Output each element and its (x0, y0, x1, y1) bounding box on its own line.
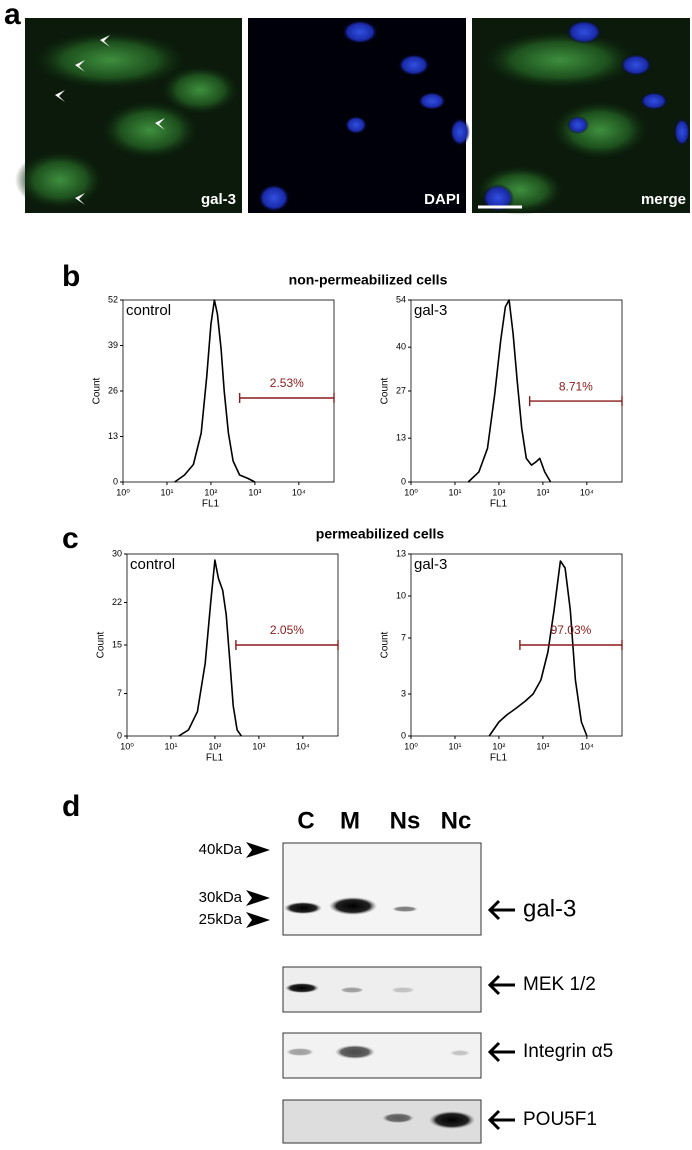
protein-label: Integrin α5 (523, 1041, 613, 1062)
x-axis-label: FL1 (206, 753, 224, 764)
histogram-line (178, 559, 243, 737)
plot-label: control (130, 556, 175, 573)
x-tick-label: 10² (492, 487, 505, 497)
x-tick-label: 10⁰ (116, 487, 130, 497)
y-tick-label: 13 (396, 548, 406, 558)
y-tick-label: 10 (396, 590, 406, 600)
y-tick-label: 52 (108, 294, 118, 304)
x-tick-label: 10¹ (164, 741, 177, 751)
y-tick-label: 13 (108, 431, 118, 441)
x-axis-label: FL1 (490, 753, 508, 764)
x-tick-label: 10⁰ (120, 741, 134, 751)
protein-label: MEK 1/2 (523, 974, 596, 995)
y-tick-label: 15 (112, 639, 122, 649)
marker-label: 40kDa (199, 841, 243, 858)
y-tick-label: 7 (117, 688, 122, 698)
micrograph: DAPI (248, 18, 470, 213)
y-tick-label: 13 (396, 433, 406, 443)
micrograph: gal-3 (15, 18, 242, 213)
histogram-line (488, 560, 588, 737)
histogram-line (174, 299, 256, 483)
blot (282, 966, 482, 1013)
gate-label: 8.71% (559, 379, 593, 393)
lane-label: C (297, 807, 314, 834)
marker-label: 30kDa (199, 889, 243, 906)
plot-label: gal-3 (414, 302, 447, 319)
panel-label: d (62, 790, 80, 823)
blot (282, 1032, 482, 1079)
y-tick-label: 40 (396, 342, 406, 352)
x-tick-label: 10⁰ (404, 741, 418, 751)
blot (282, 842, 482, 936)
x-tick-label: 10³ (252, 741, 265, 751)
y-axis-label: Count (380, 631, 391, 658)
panel-label: a (4, 0, 21, 31)
x-tick-label: 10¹ (448, 741, 461, 751)
x-tick-label: 10³ (536, 487, 549, 497)
y-tick-label: 0 (401, 476, 406, 486)
x-tick-label: 10² (208, 741, 221, 751)
gate-label: 2.53% (270, 376, 304, 390)
protein-label: gal-3 (523, 895, 576, 922)
x-axis-label: FL1 (202, 499, 220, 510)
lane-label: Ns (390, 807, 421, 834)
x-tick-label: 10⁴ (580, 487, 594, 497)
image-caption: DAPI (424, 191, 460, 208)
y-tick-label: 3 (401, 688, 406, 698)
histogram-line (467, 299, 552, 483)
y-tick-label: 39 (108, 340, 118, 350)
lane-label: M (340, 807, 360, 834)
y-tick-label: 30 (112, 548, 122, 558)
x-tick-label: 10² (492, 741, 505, 751)
y-axis-label: Count (96, 631, 107, 658)
y-tick-label: 22 (112, 597, 122, 607)
x-tick-label: 10⁰ (404, 487, 418, 497)
x-tick-label: 10¹ (448, 487, 461, 497)
x-tick-label: 10¹ (160, 487, 173, 497)
x-tick-label: 10⁴ (292, 487, 306, 497)
y-tick-label: 7 (401, 632, 406, 642)
y-tick-label: 54 (396, 294, 406, 304)
protein-labels (487, 899, 515, 1131)
gate-label: 2.05% (270, 623, 304, 637)
size-marker: 40kDa 30kDa 25kDa (199, 841, 270, 928)
marker-label: 25kDa (199, 911, 243, 928)
y-tick-label: 0 (117, 730, 122, 740)
lane-label: Nc (441, 807, 472, 834)
plot-frame (122, 299, 335, 483)
x-tick-label: 10² (204, 487, 217, 497)
y-tick-label: 0 (401, 730, 406, 740)
panel-title: non-permeabilized cells (289, 272, 448, 288)
x-tick-label: 10⁴ (296, 741, 310, 751)
protein-label: POU5F1 (523, 1109, 597, 1130)
image-caption: merge (641, 191, 686, 208)
x-tick-label: 10⁴ (580, 741, 594, 751)
y-axis-label: Count (92, 377, 103, 404)
y-tick-label: 26 (108, 385, 118, 395)
gate-label: 97.03% (551, 623, 592, 637)
y-tick-label: 0 (113, 476, 118, 486)
micrograph: merge (472, 18, 690, 215)
x-tick-label: 10³ (536, 741, 549, 751)
x-axis-label: FL1 (490, 499, 508, 510)
panel-title: permeabilized cells (316, 526, 445, 542)
panel-label: b (62, 260, 80, 293)
image-caption: gal-3 (201, 191, 236, 208)
panel-label: c (62, 522, 79, 555)
blot (282, 1099, 482, 1144)
plot-label: gal-3 (414, 556, 447, 573)
y-tick-label: 27 (396, 385, 406, 395)
plot-label: control (126, 302, 171, 319)
x-tick-label: 10³ (248, 487, 261, 497)
y-axis-label: Count (380, 377, 391, 404)
